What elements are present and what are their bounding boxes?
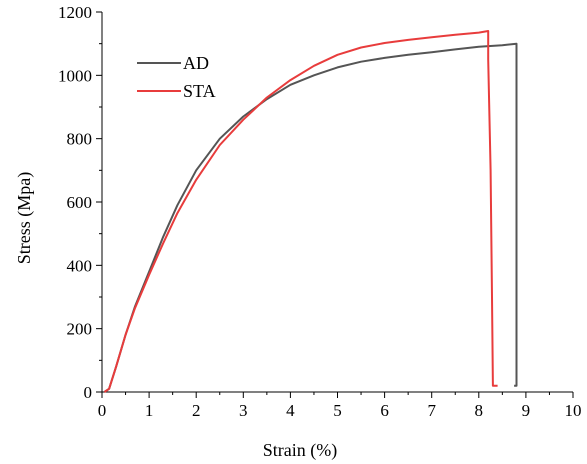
x-tick-label: 10 <box>565 401 582 420</box>
legend-label-ad: AD <box>183 53 209 73</box>
x-tick-label: 1 <box>145 401 154 420</box>
y-tick-label: 800 <box>67 130 93 149</box>
x-tick-label: 4 <box>286 401 295 420</box>
legend-label-sta: STA <box>183 81 216 101</box>
x-tick-label: 0 <box>98 401 107 420</box>
y-tick-label: 0 <box>84 383 93 402</box>
x-tick-label: 7 <box>427 401 436 420</box>
legend: AD STA <box>137 53 216 101</box>
series-line-sta <box>103 30 498 393</box>
x-axis-title: Strain (%) <box>263 440 337 461</box>
axis-titles: Strain (%) Stress (Mpa) <box>14 172 337 461</box>
x-tick-label: 2 <box>192 401 201 420</box>
x-tick-label: 9 <box>522 401 531 420</box>
y-tick-label: 1200 <box>58 3 92 22</box>
axes: 0 1 2 3 4 5 6 7 8 9 10 0 200 400 600 800 1000 1200 <box>58 3 582 420</box>
y-tick-label: 600 <box>67 193 93 212</box>
series-layer <box>103 30 518 393</box>
x-tick-label: 8 <box>475 401 484 420</box>
x-tick-label: 6 <box>380 401 389 420</box>
y-tick-label: 200 <box>67 320 93 339</box>
series-line-ad <box>103 42 518 393</box>
y-axis-title: Stress (Mpa) <box>14 172 35 265</box>
y-tick-label: 400 <box>67 256 93 275</box>
y-tick-label: 1000 <box>58 66 92 85</box>
x-tick-label: 5 <box>333 401 342 420</box>
x-tick-label: 3 <box>239 401 248 420</box>
